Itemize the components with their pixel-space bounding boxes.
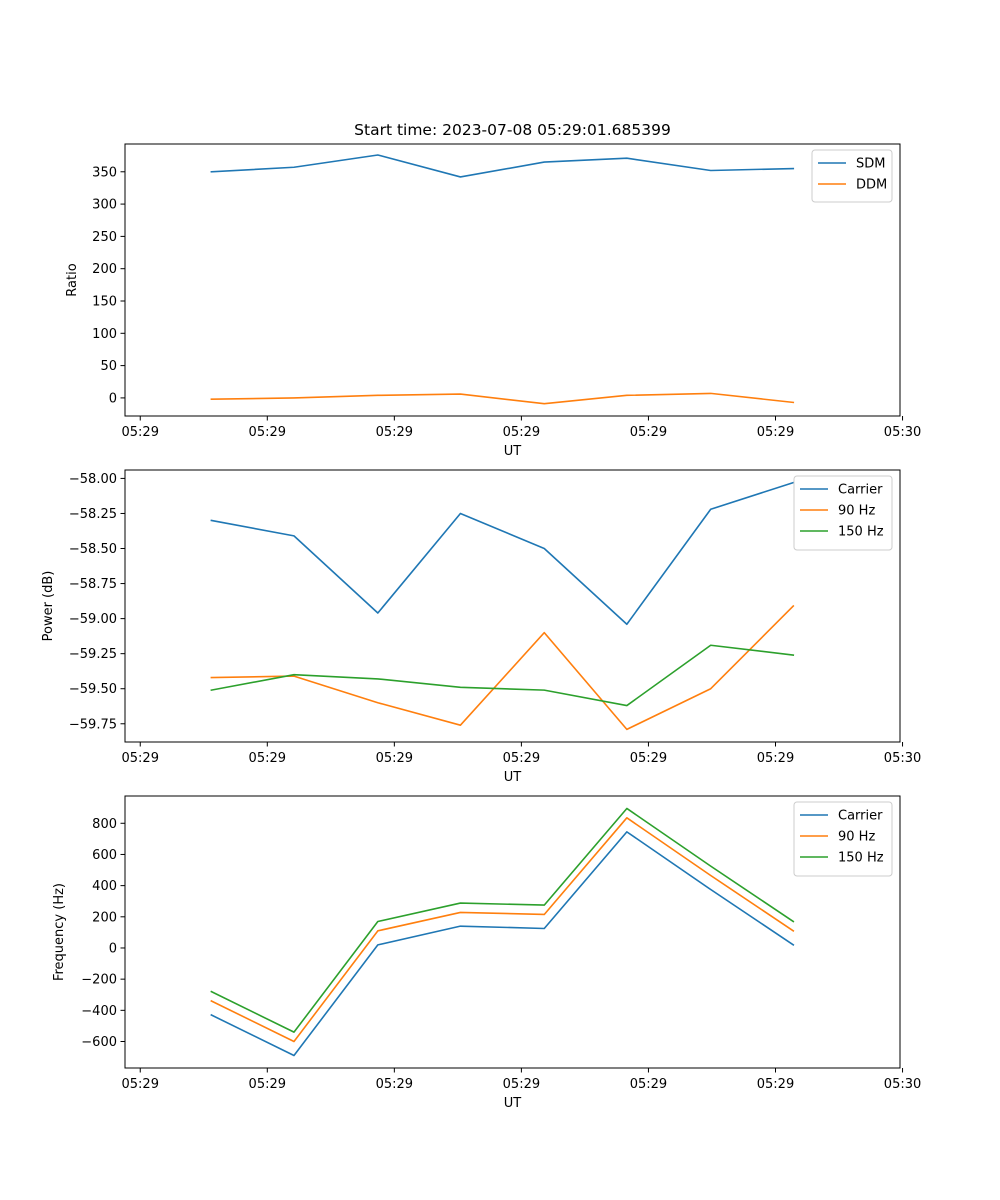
x-tick-label: 05:29 <box>249 751 286 766</box>
x-tick-label: 05:29 <box>630 1077 667 1092</box>
y-tick-label: −58.50 <box>69 542 117 557</box>
x-tick-label: 05:29 <box>503 425 540 440</box>
y-tick-label: −59.00 <box>69 612 117 627</box>
y-tick-label: −58.00 <box>69 472 117 487</box>
subplot-1: 05:29 05:29 05:29 05:29 05:29 05:29 05:30 0 50 10… <box>65 121 921 459</box>
legend-label: DDM <box>856 178 887 193</box>
x-tick-label: 05:29 <box>376 1077 413 1092</box>
axes-frame <box>124 795 901 1069</box>
chart-title: Start time: 2023-07-08 05:29:01.685399 <box>354 121 671 139</box>
x-axis-label: UT <box>504 1096 522 1111</box>
axes-frame <box>124 469 901 743</box>
y-tick-label: −59.75 <box>69 717 117 732</box>
subplot-3: 05:29 05:29 05:29 05:29 05:29 05:29 05:30 −600 −… <box>52 795 921 1111</box>
legend-label: 150 Hz <box>838 851 884 866</box>
legend: Carrier 90 Hz 150 Hz <box>793 801 893 877</box>
legend-label: Carrier <box>838 809 883 824</box>
y-tick-label: 100 <box>92 327 117 342</box>
x-tick-label: 05:29 <box>630 425 667 440</box>
y-tick-label: 300 <box>92 198 117 213</box>
legend-label: SDM <box>856 157 885 172</box>
y-axis-label: Frequency (Hz) <box>52 883 67 981</box>
y-tick-label: 600 <box>92 848 117 863</box>
series-line-ddm <box>210 392 795 405</box>
y-tick-label: −400 <box>81 1004 117 1019</box>
legend-label: Carrier <box>838 483 883 498</box>
x-tick-label: 05:30 <box>884 1077 921 1092</box>
series-line-sdm <box>210 154 795 178</box>
x-axis-label: UT <box>504 770 522 785</box>
x-tick-label: 05:29 <box>503 1077 540 1092</box>
x-tick-label: 05:29 <box>757 751 794 766</box>
y-tick-label: −200 <box>81 973 117 988</box>
y-tick-label: 50 <box>100 359 117 374</box>
series-line-150-hz <box>210 807 795 1033</box>
x-tick-label: 05:29 <box>122 1077 159 1092</box>
x-tick-label: 05:29 <box>757 425 794 440</box>
y-tick-label: 400 <box>92 879 117 894</box>
y-tick-label: 200 <box>92 910 117 925</box>
y-tick-label: 0 <box>109 941 117 956</box>
x-tick-label: 05:29 <box>249 425 286 440</box>
x-tick-label: 05:29 <box>503 751 540 766</box>
y-tick-label: 200 <box>92 262 117 277</box>
series-line-90-hz <box>210 817 795 1043</box>
x-tick-label: 05:30 <box>884 751 921 766</box>
axes-frame <box>124 143 901 417</box>
y-tick-label: 150 <box>92 294 117 309</box>
plots: 05:29 05:29 05:29 05:29 05:29 05:29 05:30 0 50 10… <box>41 121 921 1111</box>
series-line-carrier <box>210 481 795 626</box>
y-tick-label: 800 <box>92 817 117 832</box>
series-line-carrier <box>210 831 795 1057</box>
subplot-2: 05:29 05:29 05:29 05:29 05:29 05:29 05:30 −59.7… <box>41 469 921 785</box>
legend-label: 90 Hz <box>838 830 875 845</box>
y-tick-label: −600 <box>81 1035 117 1050</box>
y-tick-label: −58.25 <box>69 507 117 522</box>
legend: Carrier 90 Hz 150 Hz <box>793 475 893 551</box>
y-axis-label: Power (dB) <box>41 571 56 642</box>
x-tick-label: 05:30 <box>884 425 921 440</box>
y-tick-label: 250 <box>92 230 117 245</box>
y-tick-label: −59.25 <box>69 647 117 662</box>
legend-label: 90 Hz <box>838 504 875 519</box>
y-tick-label: 0 <box>109 391 117 406</box>
series-line-90-hz <box>210 604 795 731</box>
x-tick-label: 05:29 <box>376 425 413 440</box>
y-tick-label: −58.75 <box>69 577 117 592</box>
y-tick-label: 350 <box>92 165 117 180</box>
legend-label: 150 Hz <box>838 525 884 540</box>
x-tick-label: 05:29 <box>249 1077 286 1092</box>
series-line-150-hz <box>210 644 795 707</box>
x-tick-label: 05:29 <box>630 751 667 766</box>
y-tick-label: −59.50 <box>69 682 117 697</box>
legend: SDM DDM <box>811 149 893 203</box>
x-axis-label: UT <box>504 444 522 459</box>
x-tick-label: 05:29 <box>757 1077 794 1092</box>
x-tick-label: 05:29 <box>122 751 159 766</box>
x-tick-label: 05:29 <box>122 425 159 440</box>
x-tick-label: 05:29 <box>376 751 413 766</box>
y-axis-label: Ratio <box>65 263 80 296</box>
